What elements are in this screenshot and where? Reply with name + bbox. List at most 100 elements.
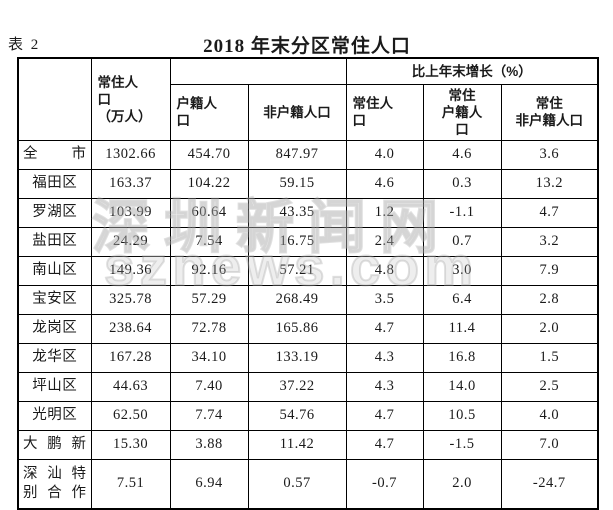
table-row: 龙岗区 238.64 72.78 165.86 4.7 11.4 2.0 xyxy=(17,313,599,344)
growth-resident-cell: 4.0 xyxy=(345,139,424,170)
growth-resident-cell: 4.6 xyxy=(345,168,424,199)
growth-hukou-header: 常住 户籍人 口 xyxy=(422,83,502,141)
table-row: 罗湖区 103.99 60.64 43.35 1.2 -1.1 4.7 xyxy=(17,197,599,228)
resident-pop-cell: 167.28 xyxy=(90,342,171,373)
growth-non-hukou-cell: 2.8 xyxy=(500,284,599,315)
hukou-pop-cell: 104.22 xyxy=(169,168,249,199)
growth-non-hukou-cell: 7.0 xyxy=(500,429,599,460)
growth-hukou-cell: -1.5 xyxy=(422,429,502,460)
district-cell: 全市 xyxy=(17,139,92,170)
resident-pop-header: 常住人 口 （万人） xyxy=(90,57,171,141)
header-row-1: 常住人 口 （万人） 比上年末增长（%） xyxy=(17,57,599,141)
growth-hukou-cell: 0.7 xyxy=(422,226,502,257)
growth-resident-cell: 3.5 xyxy=(345,284,424,315)
table-row: 龙华区 167.28 34.10 133.19 4.3 16.8 1.5 xyxy=(17,342,599,373)
non-hukou-pop-cell: 165.86 xyxy=(247,313,347,344)
table-row: 光明区 62.50 7.74 54.76 4.7 10.5 4.0 xyxy=(17,400,599,431)
non-hukou-pop-cell: 59.15 xyxy=(247,168,347,199)
growth-non-hukou-header: 常住 非户籍人口 xyxy=(500,83,599,141)
table-row: 全市 1302.66 454.70 847.97 4.0 4.6 3.6 xyxy=(17,139,599,170)
table-row: 深汕特 别合作 7.51 6.94 0.57 -0.7 2.0 -24.7 xyxy=(17,458,599,509)
resident-pop-cell: 163.37 xyxy=(90,168,171,199)
table-row: 福田区 163.37 104.22 59.15 4.6 0.3 13.2 xyxy=(17,168,599,199)
growth-hukou-cell: 10.5 xyxy=(422,400,502,431)
non-hukou-pop-cell: 133.19 xyxy=(247,342,347,373)
growth-hukou-cell: 11.4 xyxy=(422,313,502,344)
hukou-pop-cell: 34.10 xyxy=(169,342,249,373)
growth-resident-cell: 4.7 xyxy=(345,429,424,460)
non-hukou-pop-cell: 57.21 xyxy=(247,255,347,286)
growth-hukou-cell: 16.8 xyxy=(422,342,502,373)
hukou-pop-cell: 6.94 xyxy=(169,458,249,509)
resident-pop-cell: 24.29 xyxy=(90,226,171,257)
district-cell: 大鹏新 xyxy=(17,429,92,460)
resident-pop-cell: 15.30 xyxy=(90,429,171,460)
hukou-pop-cell: 7.74 xyxy=(169,400,249,431)
resident-pop-cell: 62.50 xyxy=(90,400,171,431)
table-row: 宝安区 325.78 57.29 268.49 3.5 6.4 2.8 xyxy=(17,284,599,315)
resident-pop-cell: 238.64 xyxy=(90,313,171,344)
hukou-pop-cell: 72.78 xyxy=(169,313,249,344)
resident-pop-cell: 103.99 xyxy=(90,197,171,228)
table-row: 盐田区 24.29 7.54 16.75 2.4 0.7 3.2 xyxy=(17,226,599,257)
non-hukou-pop-cell: 268.49 xyxy=(247,284,347,315)
resident-pop-cell: 44.63 xyxy=(90,371,171,402)
growth-hukou-cell: 14.0 xyxy=(422,371,502,402)
growth-resident-cell: 4.3 xyxy=(345,371,424,402)
growth-hukou-cell: 2.0 xyxy=(422,458,502,509)
resident-pop-cell: 1302.66 xyxy=(90,139,171,170)
growth-non-hukou-cell: 7.9 xyxy=(500,255,599,286)
non-hukou-pop-cell: 37.22 xyxy=(247,371,347,402)
growth-resident-cell: 4.7 xyxy=(345,313,424,344)
pop-subgroup-header xyxy=(169,57,347,85)
non-hukou-pop-cell: 11.42 xyxy=(247,429,347,460)
growth-hukou-cell: 0.3 xyxy=(422,168,502,199)
growth-non-hukou-cell: 2.5 xyxy=(500,371,599,402)
growth-resident-cell: -0.7 xyxy=(345,458,424,509)
growth-non-hukou-cell: 13.2 xyxy=(500,168,599,199)
table-row: 南山区 149.36 92.16 57.21 4.8 3.0 7.9 xyxy=(17,255,599,286)
population-table: 常住人 口 （万人） 比上年末增长（%） 户籍人 口 非户籍人口 常住人 口 常… xyxy=(17,57,600,510)
growth-hukou-cell: 6.4 xyxy=(422,284,502,315)
growth-resident-cell: 1.2 xyxy=(345,197,424,228)
table-label: 表 2 xyxy=(8,37,41,53)
district-cell: 深汕特 别合作 xyxy=(17,458,92,509)
hukou-pop-cell: 57.29 xyxy=(169,284,249,315)
non-hukou-pop-cell: 54.76 xyxy=(247,400,347,431)
growth-resident-cell: 4.3 xyxy=(345,342,424,373)
growth-resident-cell: 4.8 xyxy=(345,255,424,286)
growth-non-hukou-cell: 3.2 xyxy=(500,226,599,257)
district-cell: 罗湖区 xyxy=(17,197,92,228)
district-cell: 宝安区 xyxy=(17,284,92,315)
resident-pop-cell: 325.78 xyxy=(90,284,171,315)
district-cell: 南山区 xyxy=(17,255,92,286)
growth-hukou-cell: -1.1 xyxy=(422,197,502,228)
growth-hukou-cell: 4.6 xyxy=(422,139,502,170)
non-hukou-pop-cell: 0.57 xyxy=(247,458,347,509)
growth-non-hukou-cell: -24.7 xyxy=(500,458,599,509)
district-cell: 盐田区 xyxy=(17,226,92,257)
table-row: 大鹏新 15.30 3.88 11.42 4.7 -1.5 7.0 xyxy=(17,429,599,460)
document-page: 表 2 2018 年末分区常住人口 常住人 口 （万人） 比上年末增长（%） 户… xyxy=(8,36,600,510)
resident-pop-cell: 7.51 xyxy=(90,458,171,509)
hukou-pop-cell: 7.54 xyxy=(169,226,249,257)
hukou-pop-cell: 60.64 xyxy=(169,197,249,228)
hukou-pop-cell: 3.88 xyxy=(169,429,249,460)
header-row-2: 户籍人 口 非户籍人口 常住人 口 常住 户籍人 口 常住 非户籍人口 xyxy=(18,83,599,141)
growth-hukou-cell: 3.0 xyxy=(422,255,502,286)
non-hukou-pop-cell: 43.35 xyxy=(247,197,347,228)
table-title: 2018 年末分区常住人口 xyxy=(203,36,411,57)
growth-resident-cell: 2.4 xyxy=(345,226,424,257)
hukou-pop-header: 户籍人 口 xyxy=(169,83,249,141)
table-row: 坪山区 44.63 7.40 37.22 4.3 14.0 2.5 xyxy=(17,371,599,402)
table-body: 全市 1302.66 454.70 847.97 4.0 4.6 3.6 福田区 163.37 1… xyxy=(17,139,599,509)
non-hukou-pop-cell: 16.75 xyxy=(247,226,347,257)
district-cell: 福田区 xyxy=(17,168,92,199)
district-cell: 坪山区 xyxy=(17,371,92,402)
hukou-pop-cell: 92.16 xyxy=(169,255,249,286)
growth-non-hukou-cell: 4.7 xyxy=(500,197,599,228)
resident-pop-cell: 149.36 xyxy=(90,255,171,286)
growth-non-hukou-cell: 2.0 xyxy=(500,313,599,344)
district-cell: 龙华区 xyxy=(17,342,92,373)
growth-non-hukou-cell: 4.0 xyxy=(500,400,599,431)
